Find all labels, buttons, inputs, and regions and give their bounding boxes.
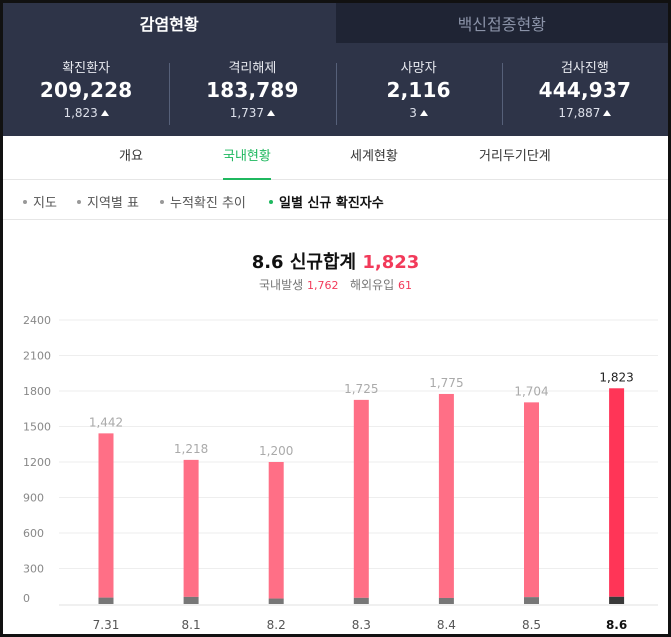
y-tick-label: 1800 — [23, 385, 51, 398]
bar-overseas — [438, 597, 454, 604]
chart-title: 8.6 신규합계 1,823 — [3, 248, 668, 274]
option-label: 누적확진 추이 — [170, 196, 246, 211]
bullet-icon — [269, 199, 273, 204]
bar-value-label: 1,704 — [514, 384, 548, 398]
stat-label: 격리해제 — [228, 61, 277, 76]
x-tick-label: 8.6 — [606, 618, 627, 632]
option-region-table[interactable]: 지역별 표 — [77, 192, 139, 211]
stat-label: 사망자 — [400, 61, 437, 76]
tab-distancing-level[interactable]: 거리두기단계 — [479, 149, 551, 164]
stat-value: 2,116 — [386, 78, 451, 102]
option-label: 지도 — [33, 196, 57, 211]
y-tick-label: 1200 — [23, 456, 51, 469]
bar-domestic — [268, 462, 284, 599]
stat-label: 확진환자 — [62, 61, 111, 76]
bar-domestic — [353, 399, 369, 598]
option-daily-new-cases[interactable]: 일별 신규 확진자수 — [269, 192, 384, 211]
y-tick-label: 0 — [23, 592, 30, 605]
arrow-up-icon — [100, 110, 109, 116]
arrow-up-icon — [603, 110, 612, 116]
tab-vaccination-status[interactable]: 백신접종현황 — [335, 3, 668, 43]
y-tick-label: 300 — [23, 563, 44, 576]
stat-delta: 17,887 — [558, 106, 612, 120]
bar-value-label: 1,725 — [344, 382, 378, 396]
option-label: 일별 신규 확진자수 — [279, 196, 384, 211]
stat-released: 격리해제 183,789 1,737 — [169, 57, 335, 136]
top-tabs: 감염현황 백신접종현황 — [3, 3, 668, 43]
arrow-up-icon — [267, 110, 276, 116]
daily-cases-chart: 0 300 600 900 1200 1500 1800 2100 2400 1,442 7.31 1… — [23, 314, 658, 632]
option-map[interactable]: 지도 — [23, 192, 57, 211]
delta-value: 3 — [409, 106, 417, 120]
stat-value: 183,789 — [206, 78, 299, 102]
stat-delta: 3 — [409, 106, 428, 120]
stat-value: 444,937 — [538, 78, 632, 102]
bullet-icon — [23, 199, 27, 204]
chart-subtitle: 국내발생 1,762 해외유입 61 — [3, 276, 668, 293]
bullet-icon — [77, 199, 81, 204]
arrow-up-icon — [419, 110, 428, 116]
overseas-label: 해외유입 — [349, 278, 395, 292]
stat-delta: 1,737 — [229, 106, 276, 120]
bar-value-label: 1,200 — [259, 444, 293, 458]
x-tick-label: 8.3 — [352, 618, 371, 632]
overseas-value: 61 — [397, 279, 412, 292]
bar-value-label: 1,442 — [89, 415, 123, 429]
bullet-icon — [160, 199, 164, 204]
tab-world[interactable]: 세계현황 — [350, 149, 398, 164]
y-tick-label: 2400 — [23, 314, 51, 327]
stat-value: 209,228 — [39, 78, 133, 102]
domestic-value: 1,762 — [307, 279, 339, 292]
bar-domestic — [524, 402, 539, 598]
delta-value: 1,823 — [63, 106, 98, 120]
bar-domestic — [438, 393, 454, 598]
stats-panel: 확진환자 209,228 1,823 격리해제 183,789 1,737 사망… — [3, 43, 668, 136]
x-tick-label: 7.31 — [93, 618, 120, 632]
y-tick-label: 600 — [23, 527, 44, 540]
summary-date-label: 8.6 신규합계 — [251, 252, 357, 273]
y-tick-label: 1500 — [23, 421, 51, 434]
bar-domestic — [609, 388, 625, 597]
bar-domestic — [98, 433, 114, 598]
y-tick-label: 900 — [23, 492, 44, 505]
option-label: 지역별 표 — [87, 196, 139, 211]
bar-overseas — [524, 597, 539, 604]
y-tick-label: 2100 — [23, 350, 51, 363]
tab-overview[interactable]: 개요 — [119, 149, 143, 164]
stat-confirmed: 확진환자 209,228 1,823 — [3, 57, 169, 136]
bar-overseas — [268, 598, 284, 604]
tab-domestic[interactable]: 국내현황 — [223, 136, 271, 180]
bar-value-label: 1,218 — [174, 442, 208, 456]
x-tick-label: 8.4 — [437, 618, 456, 632]
bar-overseas — [98, 597, 114, 604]
tab-infection-status[interactable]: 감염현황 — [3, 3, 336, 43]
stat-label: 검사진행 — [560, 61, 609, 76]
bar-overseas — [609, 596, 625, 604]
bar-domestic — [183, 459, 199, 597]
bar-value-label: 1,823 — [599, 370, 633, 384]
stat-deaths: 사망자 2,116 3 — [335, 57, 502, 136]
stat-testing: 검사진행 444,937 17,887 — [501, 57, 668, 136]
sub-tabs: 개요 국내현황 세계현황 거리두기단계 — [3, 136, 668, 180]
bar-value-label: 1,775 — [429, 376, 463, 390]
option-cumulative-trend[interactable]: 누적확진 추이 — [160, 192, 246, 211]
stat-delta: 1,823 — [63, 106, 109, 120]
view-options: 지도 지역별 표 누적확진 추이 일별 신규 확진자수 — [3, 180, 668, 220]
x-tick-label: 8.2 — [267, 618, 286, 632]
domestic-label: 국내발생 — [259, 278, 304, 292]
delta-value: 1,737 — [229, 106, 265, 120]
delta-value: 17,887 — [558, 106, 601, 120]
bar-overseas — [183, 596, 199, 604]
summary-total: 1,823 — [362, 252, 420, 273]
x-tick-label: 8.5 — [522, 618, 541, 632]
x-tick-label: 8.1 — [182, 618, 201, 632]
bar-overseas — [353, 597, 369, 604]
